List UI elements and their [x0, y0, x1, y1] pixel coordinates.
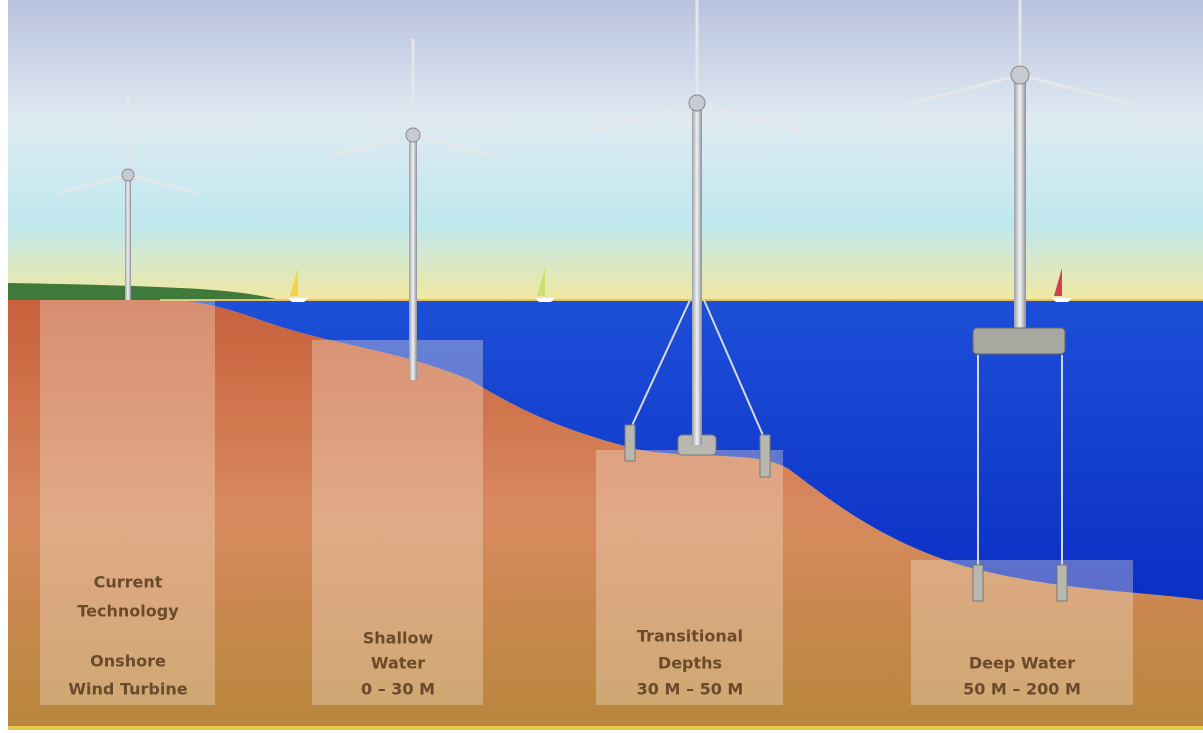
hub [405, 127, 421, 143]
detail: Wind Turbine [68, 680, 187, 699]
hub [121, 168, 135, 182]
sky [8, 0, 1203, 300]
heading: Technology [77, 602, 179, 621]
blade [411, 133, 497, 158]
detail: Onshore [90, 652, 166, 671]
heading: Current [94, 573, 163, 592]
detail: 30 M – 50 M [637, 680, 744, 699]
heading: Water [371, 654, 425, 673]
panel [312, 340, 483, 705]
tower [125, 175, 131, 300]
detail: 0 – 30 M [361, 680, 435, 699]
heading: Deep Water [969, 654, 1075, 673]
blade [58, 173, 130, 195]
blade [1018, 73, 1130, 105]
blade [591, 101, 699, 132]
mooring [629, 299, 1063, 570]
heading: Transitional [637, 627, 743, 646]
detail: 50 M – 200 M [963, 680, 1081, 699]
land-hill [8, 283, 280, 300]
turbines [58, 0, 1130, 445]
float-platform [972, 327, 1066, 355]
hub [688, 94, 706, 112]
bottom-stripe [8, 726, 1203, 730]
panel [911, 560, 1133, 705]
labels: Current Technology Onshore Wind Turbine … [68, 573, 1080, 699]
heading: Shallow [363, 629, 434, 648]
sailboats [288, 268, 1072, 302]
blade [126, 173, 198, 195]
heading: Depths [658, 654, 722, 673]
blade [695, 101, 803, 132]
hub [1010, 65, 1030, 85]
panel [596, 450, 783, 705]
tower [1014, 75, 1026, 330]
blade [910, 73, 1022, 105]
tower [692, 103, 702, 445]
blade [329, 133, 415, 158]
seabed [8, 300, 1203, 728]
tower [409, 135, 417, 380]
panel [40, 300, 215, 705]
